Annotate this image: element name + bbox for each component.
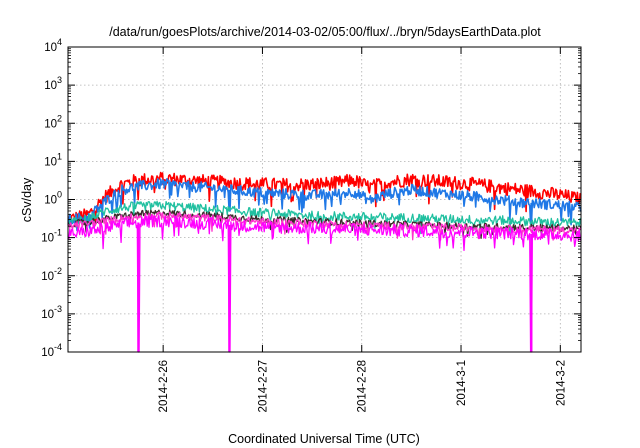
data-series-group: [67, 171, 582, 353]
y-tick-label: 100: [44, 190, 62, 207]
x-tick-label: 2014-2-27: [257, 360, 269, 412]
x-tick-label: 2014-2-26: [158, 360, 170, 412]
series-line-1: [67, 171, 582, 228]
y-tick-label: 103: [44, 75, 62, 92]
y-tick-label: 10-3: [41, 304, 62, 321]
x-tick-label: 2014-3-2: [555, 360, 567, 406]
y-tick-label: 10-2: [41, 266, 62, 283]
y-tick-label: 101: [44, 151, 62, 168]
y-tick-label: 10-1: [41, 228, 62, 245]
x-axis-ticks: 2014-2-26 2014-2-27 2014-2-28 2014-3-1 2014-…: [158, 47, 567, 412]
y-tick-label: 104: [44, 37, 62, 54]
x-tick-label: 2014-3-1: [456, 360, 468, 406]
y-tick-label: 10-4: [41, 342, 62, 359]
x-tick-label: 2014-2-28: [357, 360, 369, 412]
x-axis-label: Coordinated Universal Time (UTC): [228, 432, 420, 446]
chart-title: /data/run/goesPlots/archive/2014-03-02/0…: [109, 25, 541, 39]
series-line-2: [67, 178, 582, 232]
series-line-3: [67, 200, 582, 235]
y-axis-ticks: 10-4 10-3 10-2 10-1 100 101 102 103 104: [41, 37, 581, 359]
y-axis-label: cSv/day: [20, 177, 34, 222]
series-line-6: [67, 214, 582, 353]
y-tick-label: 102: [44, 113, 62, 130]
